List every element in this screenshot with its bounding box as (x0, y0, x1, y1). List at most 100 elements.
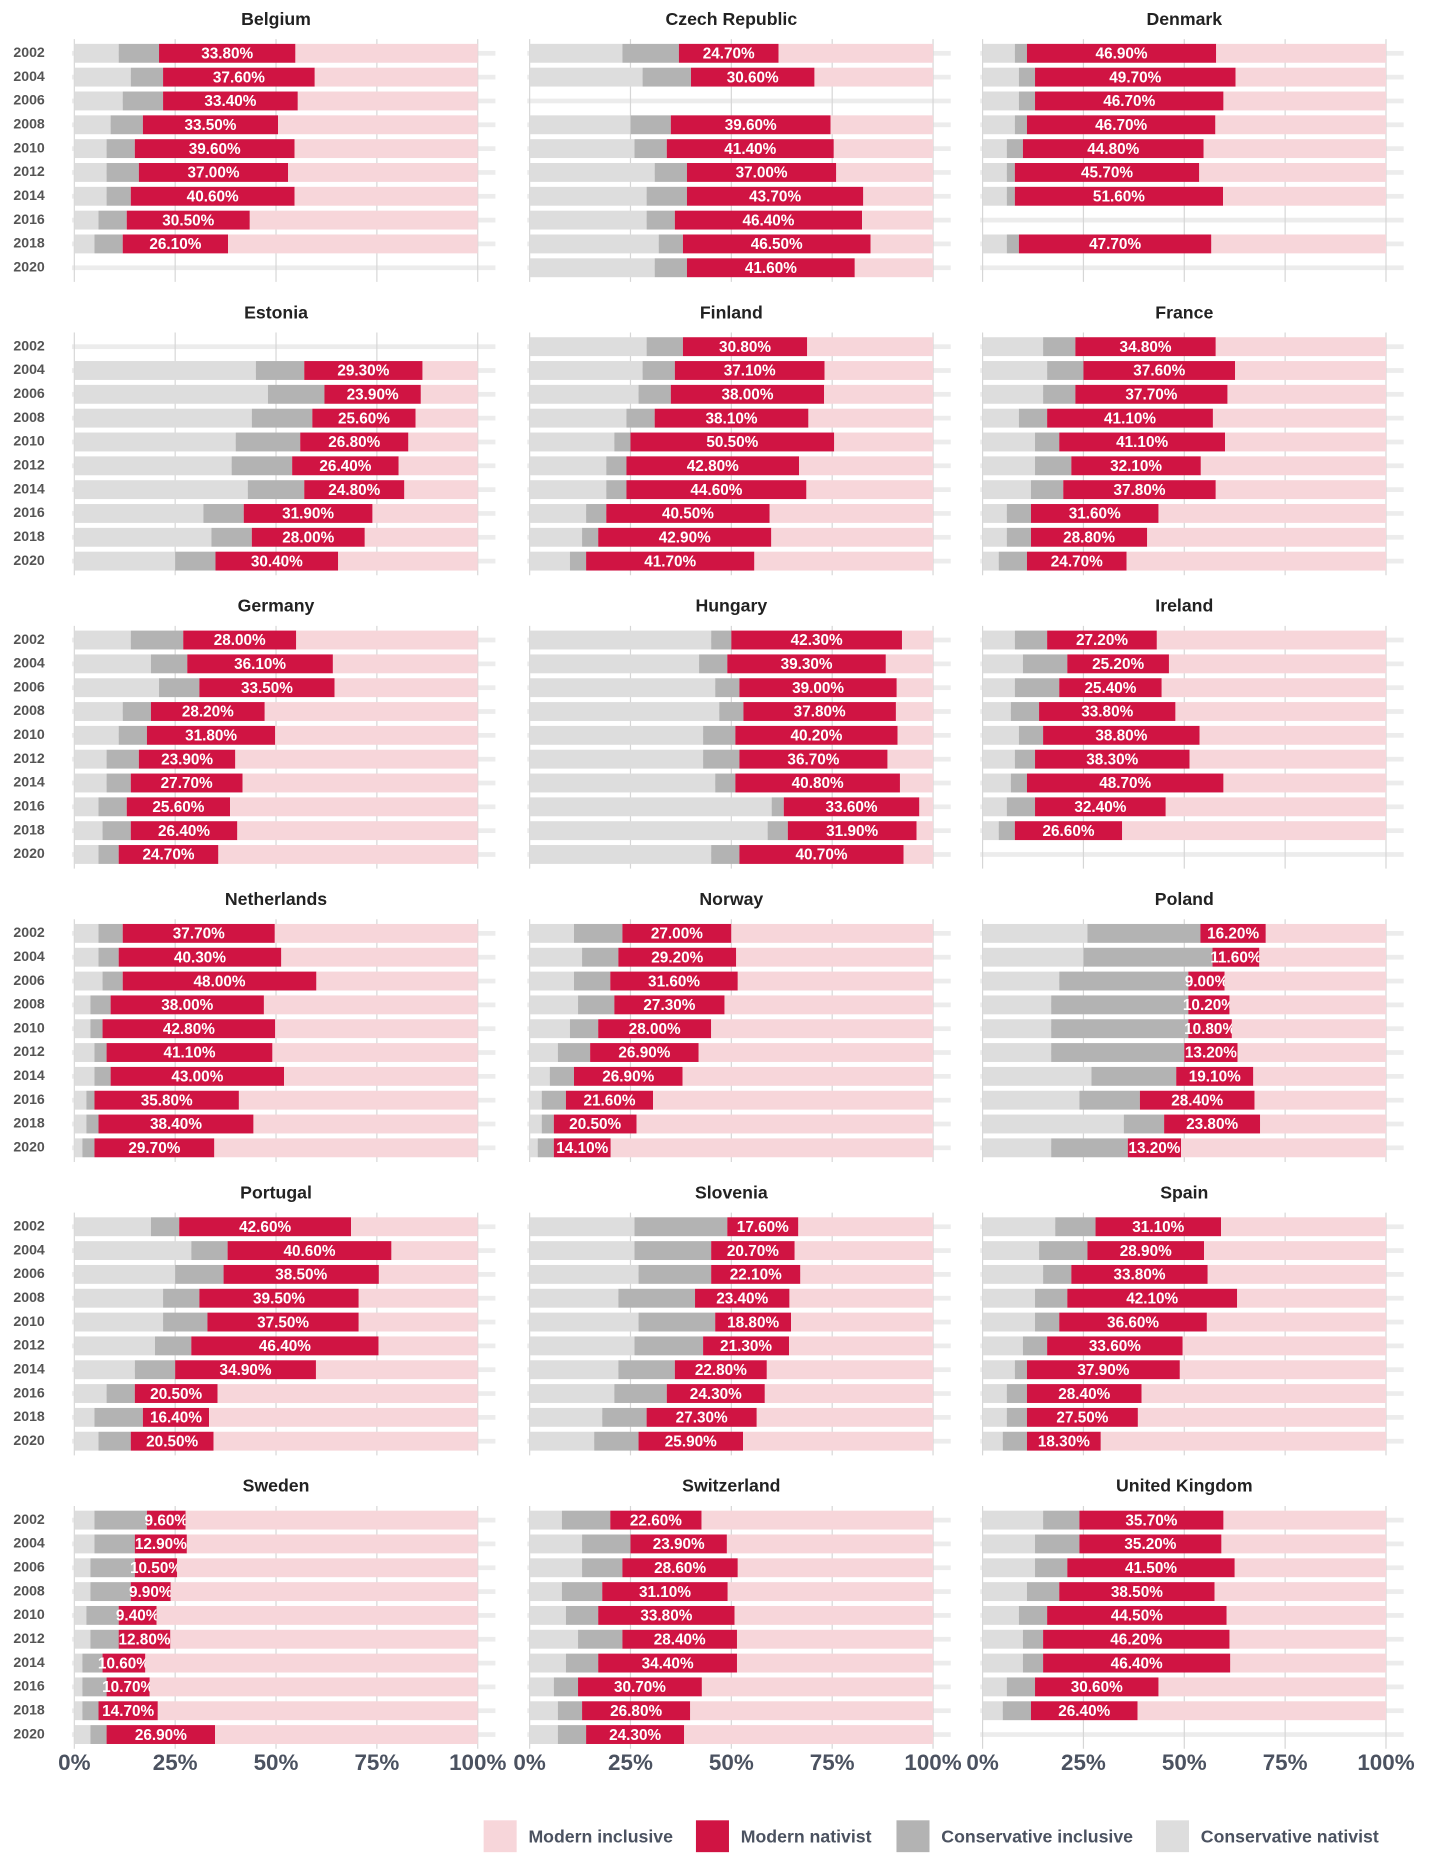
bar-segment (1035, 797, 1166, 817)
bar-segment (98, 210, 127, 230)
bar-segment (74, 995, 91, 1015)
bar-segment (1137, 1407, 1386, 1427)
bar-value-label: 42.10% (1126, 1290, 1178, 1307)
bar-segment (698, 1043, 934, 1062)
bar-segment (1087, 923, 1201, 943)
bar-segment (1026, 773, 1224, 793)
bar-segment (701, 1510, 934, 1530)
bar-segment (263, 995, 478, 1015)
bar-segment (98, 1114, 254, 1134)
bar-value-label: 26.90% (618, 1045, 670, 1062)
bar-segment (267, 384, 325, 404)
bar-segment (223, 1264, 379, 1284)
legend-swatch (483, 1820, 517, 1853)
bar-segment (110, 1066, 285, 1086)
bar-segment (98, 947, 119, 967)
bar-segment (529, 1558, 583, 1578)
bar-segment (1006, 234, 1019, 254)
bar-segment (634, 139, 667, 159)
bar-value-label: 41.10% (163, 1045, 215, 1062)
bar-value-label: 26.40% (319, 458, 371, 475)
bar-value-label: 36.10% (234, 656, 286, 673)
bar-segment (654, 258, 687, 278)
bar-segment (74, 1677, 83, 1697)
panel: Sweden 2002 2004 2006 2008 2010 2012 2014 2016 20… (13, 1476, 506, 1775)
bar-segment (565, 1605, 599, 1625)
panel-title: Hungary (695, 596, 767, 616)
bar-segment (74, 1582, 91, 1602)
bar-segment (529, 821, 768, 841)
bar-segment (251, 408, 313, 428)
bar-value-label: 42.80% (687, 458, 739, 475)
bar-segment (1067, 654, 1169, 674)
bar-segment (1189, 749, 1386, 769)
bar-segment (682, 234, 871, 254)
panel: Czech Republic 24.70% 30.60% 39.60% 41.40% 37… (527, 9, 951, 282)
bar-segment (159, 678, 200, 698)
bar-segment (1199, 725, 1386, 745)
bar-value-label: 36.60% (1107, 1314, 1159, 1331)
bar-segment (1221, 1217, 1386, 1237)
bar-value-label: 27.00% (651, 926, 703, 943)
bar-segment (1026, 1431, 1101, 1451)
legend-label: Conservative inclusive (941, 1827, 1133, 1847)
bar-segment (586, 504, 607, 523)
bar-segment (1164, 1114, 1261, 1134)
bar-segment (1063, 480, 1216, 500)
bar-segment (982, 234, 1007, 254)
bar-segment (529, 1090, 542, 1110)
bar-segment (175, 1360, 316, 1380)
bar-segment (1188, 995, 1230, 1015)
bar-segment (1022, 1653, 1044, 1673)
bar-segment (1139, 1090, 1255, 1110)
bar-value-label: 26.80% (610, 1703, 662, 1720)
bar-value-label: 31.10% (639, 1584, 691, 1601)
panel: Finland 30.80% 37.10% 38.00% 38.10% 50.50% 42.… (527, 302, 951, 576)
bar-segment (90, 1019, 103, 1039)
bar-value-label: 38.50% (1111, 1584, 1163, 1601)
bar-segment (1030, 504, 1159, 523)
bar-segment (1051, 1043, 1185, 1062)
panel: Denmark 46.90% 49.70% 46.70% 46.70% 44.80% 45.… (980, 9, 1404, 282)
bar-segment (569, 551, 587, 571)
bar-segment (1039, 702, 1176, 721)
panel: Poland 16.20% 11.60% 9.00% 10.20% 10.80% 13.20… (980, 889, 1404, 1162)
bar-segment (134, 1360, 176, 1380)
bar-segment (187, 654, 333, 674)
bar-segment (74, 527, 212, 547)
bar-segment (1047, 1336, 1183, 1356)
bar-value-label: 28.40% (1171, 1092, 1223, 1109)
panel-title: Switzerland (682, 1476, 780, 1496)
bar-value-label: 32.40% (1074, 799, 1126, 816)
bar-segment (582, 1558, 623, 1578)
bar-segment (982, 1138, 1052, 1158)
bar-segment (715, 1312, 792, 1332)
y-tick-label: 2002 (13, 44, 45, 60)
bar-segment (557, 1043, 591, 1062)
bar-segment (1265, 923, 1386, 943)
bar-segment (529, 947, 583, 967)
bar-segment (529, 1114, 542, 1134)
bar-segment (982, 678, 1015, 698)
bar-segment (529, 1510, 562, 1530)
bar-segment (553, 1677, 579, 1697)
bar-value-label: 34.90% (220, 1362, 272, 1379)
bar-segment (982, 702, 1011, 721)
bar-segment (529, 1653, 566, 1673)
bar-value-label: 35.80% (141, 1092, 193, 1109)
bar-segment (90, 1558, 135, 1578)
bar-segment (1176, 1066, 1254, 1086)
bar-segment (634, 1336, 704, 1356)
bar-segment (1022, 139, 1204, 159)
bar-value-label: 29.30% (337, 363, 389, 380)
bar-segment (529, 773, 716, 793)
bar-segment (74, 139, 107, 159)
bar-segment (74, 1066, 95, 1086)
bar-segment (203, 504, 244, 523)
bar-value-label: 43.70% (749, 188, 801, 205)
bar-segment (529, 504, 587, 523)
y-tick-label: 2020 (13, 1432, 45, 1448)
bar-segment (686, 186, 864, 206)
bar-segment (618, 1360, 675, 1380)
bar-segment (102, 1653, 146, 1673)
